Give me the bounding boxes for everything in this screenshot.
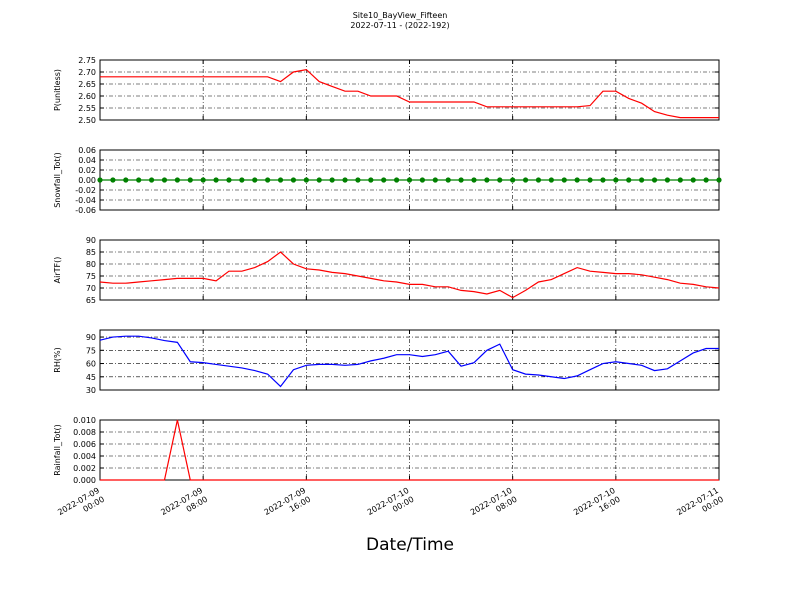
- y-tick-label: 2.50: [78, 116, 96, 125]
- y-tick-label: -0.06: [75, 206, 96, 215]
- y-tick-label: 90: [86, 236, 96, 245]
- y-axis-label: Snowfall_Tot(): [53, 152, 62, 208]
- y-axis-label: Rainfall_Tot(): [53, 424, 62, 476]
- data-point: [200, 177, 206, 183]
- chart-subtitle: 2022-07-11 - (2022-192): [350, 21, 449, 30]
- data-point: [510, 177, 516, 183]
- y-tick-label: 90: [86, 333, 96, 342]
- data-point: [484, 177, 490, 183]
- y-tick-label: 65: [86, 296, 96, 305]
- data-point: [445, 177, 451, 183]
- y-tick-label: 0.06: [78, 146, 96, 155]
- data-point: [265, 177, 271, 183]
- data-point: [123, 177, 129, 183]
- y-tick-label: 30: [86, 386, 96, 395]
- data-point: [419, 177, 425, 183]
- y-tick-label: 70: [86, 284, 96, 293]
- data-point: [639, 177, 645, 183]
- data-point: [136, 177, 142, 183]
- data-point: [703, 177, 709, 183]
- data-point: [471, 177, 477, 183]
- data-point: [226, 177, 232, 183]
- data-point: [613, 177, 619, 183]
- y-tick-label: 0.04: [78, 156, 96, 165]
- y-tick-label: 0.006: [73, 440, 96, 449]
- chart-title: Site10_BayView_Fifteen: [353, 11, 448, 20]
- data-point: [574, 177, 580, 183]
- data-point: [690, 177, 696, 183]
- x-axis-label: Date/Time: [366, 535, 454, 555]
- y-axis-label: RH(%): [53, 347, 62, 372]
- data-point: [342, 177, 348, 183]
- data-point: [587, 177, 593, 183]
- data-line: [100, 68, 719, 119]
- data-point: [174, 177, 180, 183]
- y-tick-label: 0.000: [73, 476, 96, 485]
- data-point: [458, 177, 464, 183]
- data-point: [316, 177, 322, 183]
- y-tick-label: 75: [86, 346, 96, 355]
- data-point: [381, 177, 387, 183]
- data-point: [548, 177, 554, 183]
- y-tick-label: 0.02: [78, 166, 96, 175]
- data-point: [97, 177, 103, 183]
- data-point: [406, 177, 413, 183]
- data-point: [522, 177, 529, 183]
- y-axis-label: AirTF(): [53, 257, 62, 284]
- y-tick-label: 0.008: [73, 428, 96, 437]
- data-point: [561, 177, 567, 183]
- data-point: [148, 177, 155, 183]
- data-point: [329, 177, 335, 183]
- data-point: [664, 177, 671, 183]
- data-line: [99, 335, 719, 388]
- data-point: [497, 177, 503, 183]
- data-point: [252, 177, 258, 183]
- data-point: [355, 177, 361, 183]
- data-point: [368, 177, 374, 183]
- y-tick-label: 0.002: [73, 464, 96, 473]
- y-tick-label: 80: [86, 260, 96, 269]
- y-tick-label: 75: [86, 272, 96, 281]
- data-point: [187, 177, 193, 183]
- data-point: [651, 177, 658, 183]
- y-tick-label: 2.70: [78, 68, 96, 77]
- data-point: [290, 177, 297, 183]
- y-tick-label: 60: [86, 360, 96, 369]
- y-tick-label: 0.004: [73, 452, 96, 461]
- data-point: [394, 177, 400, 183]
- data-point: [677, 177, 683, 183]
- data-point: [716, 177, 722, 183]
- data-point: [161, 177, 168, 183]
- y-tick-label: 2.60: [78, 92, 96, 101]
- y-tick-label: -0.02: [75, 186, 96, 195]
- data-point: [303, 177, 309, 183]
- y-tick-label: -0.04: [75, 196, 96, 205]
- data-point: [239, 177, 245, 183]
- y-tick-label: 0.00: [78, 176, 96, 185]
- data-point: [600, 177, 606, 183]
- data-point: [277, 177, 284, 183]
- data-line: [99, 251, 720, 299]
- data-point: [432, 177, 438, 183]
- data-point: [535, 177, 542, 183]
- y-tick-label: 2.55: [78, 104, 96, 113]
- y-tick-label: 0.010: [73, 416, 96, 425]
- data-point: [626, 177, 632, 183]
- y-tick-label: 85: [86, 248, 96, 257]
- y-tick-label: 2.75: [78, 56, 96, 65]
- data-point: [213, 177, 219, 183]
- data-point: [110, 177, 116, 183]
- y-tick-label: 45: [86, 373, 96, 382]
- data-line: [100, 419, 719, 481]
- y-axis-label: P(unitless): [53, 69, 62, 111]
- y-tick-label: 2.65: [78, 80, 96, 89]
